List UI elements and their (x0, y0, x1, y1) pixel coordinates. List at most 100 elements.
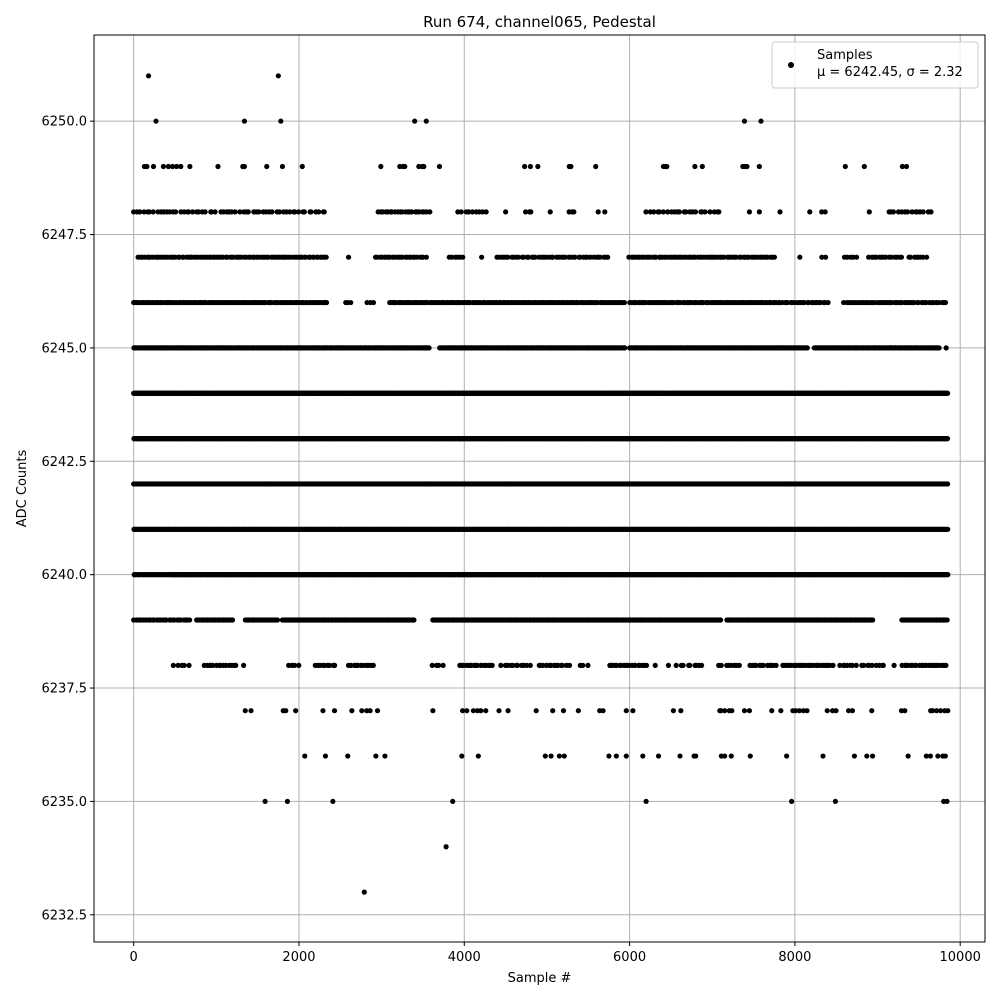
data-point (458, 209, 464, 215)
data-point (146, 209, 152, 215)
data-point (656, 209, 662, 215)
data-point (758, 118, 764, 124)
data-point (296, 209, 302, 215)
data-point (165, 163, 171, 170)
data-point (605, 254, 611, 260)
data-point (664, 163, 670, 170)
data-point (232, 209, 238, 215)
data-point (150, 209, 156, 215)
data-point (898, 254, 905, 260)
data-point (278, 118, 284, 124)
data-point (866, 209, 872, 215)
data-point (345, 254, 352, 260)
data-point (212, 209, 218, 215)
data-point (256, 209, 262, 215)
data-point (904, 209, 911, 215)
data-point (746, 209, 753, 215)
data-point (942, 299, 949, 306)
data-point (181, 209, 187, 215)
data-point (525, 254, 532, 260)
data-point (822, 209, 828, 215)
data-point (423, 118, 429, 124)
data-point (426, 345, 432, 351)
data-point (187, 163, 193, 170)
data-point (797, 254, 803, 260)
data-point (771, 254, 778, 260)
data-point (920, 209, 926, 215)
data-point (622, 345, 628, 351)
data-point (279, 163, 286, 170)
data-point (409, 209, 415, 215)
data-point (323, 299, 330, 306)
data-point (427, 209, 433, 215)
data-point (527, 163, 534, 170)
data-point (909, 209, 915, 215)
data-point (903, 163, 910, 170)
data-point (907, 254, 914, 260)
data-point (777, 209, 783, 215)
data-point (412, 118, 418, 124)
data-point (643, 209, 649, 215)
data-point (287, 209, 293, 215)
data-point (141, 209, 147, 215)
data-point (528, 209, 534, 215)
data-point (378, 163, 384, 170)
data-point (676, 209, 682, 215)
data-point (899, 163, 905, 170)
data-point (924, 254, 930, 260)
data-point (572, 254, 578, 260)
data-point (692, 163, 698, 170)
data-point (301, 209, 307, 215)
data-point (321, 209, 327, 215)
data-point (943, 345, 949, 351)
data-point (888, 254, 894, 260)
data-point (144, 163, 150, 170)
data-point (137, 209, 143, 215)
data-point (944, 436, 951, 442)
data-point (308, 209, 314, 215)
data-point (515, 254, 521, 260)
data-point (532, 254, 538, 260)
data-point (683, 209, 689, 215)
data-point (237, 209, 243, 215)
data-point (150, 163, 157, 170)
data-point (202, 209, 208, 215)
data-point (571, 209, 577, 215)
data-point (568, 163, 574, 170)
data-point (241, 163, 248, 170)
data-point (169, 163, 176, 170)
data-point (756, 209, 762, 215)
data-point (593, 163, 599, 170)
data-point (421, 163, 427, 170)
data-point (505, 254, 511, 260)
data-point (692, 209, 699, 215)
data-point (196, 209, 202, 215)
data-point (822, 254, 829, 260)
data-point (436, 163, 443, 170)
data-point (370, 299, 377, 306)
data-point (145, 73, 152, 79)
data-point (595, 209, 601, 215)
data-point (651, 209, 657, 215)
data-point (241, 118, 248, 124)
data-point (160, 163, 167, 170)
data-point (861, 163, 867, 170)
data-point (299, 163, 305, 170)
data-point (245, 209, 251, 215)
data-point (189, 209, 196, 215)
data-point (707, 209, 713, 215)
data-point (853, 254, 860, 260)
data-point (825, 299, 831, 306)
data-point (522, 163, 528, 170)
data-point (523, 209, 529, 215)
data-point (323, 254, 329, 260)
data-point (801, 299, 807, 306)
data-point (597, 254, 603, 260)
data-point (423, 254, 429, 260)
data-point (804, 345, 810, 351)
data-point (945, 390, 951, 396)
data-point (665, 209, 671, 215)
data-point (936, 345, 942, 351)
